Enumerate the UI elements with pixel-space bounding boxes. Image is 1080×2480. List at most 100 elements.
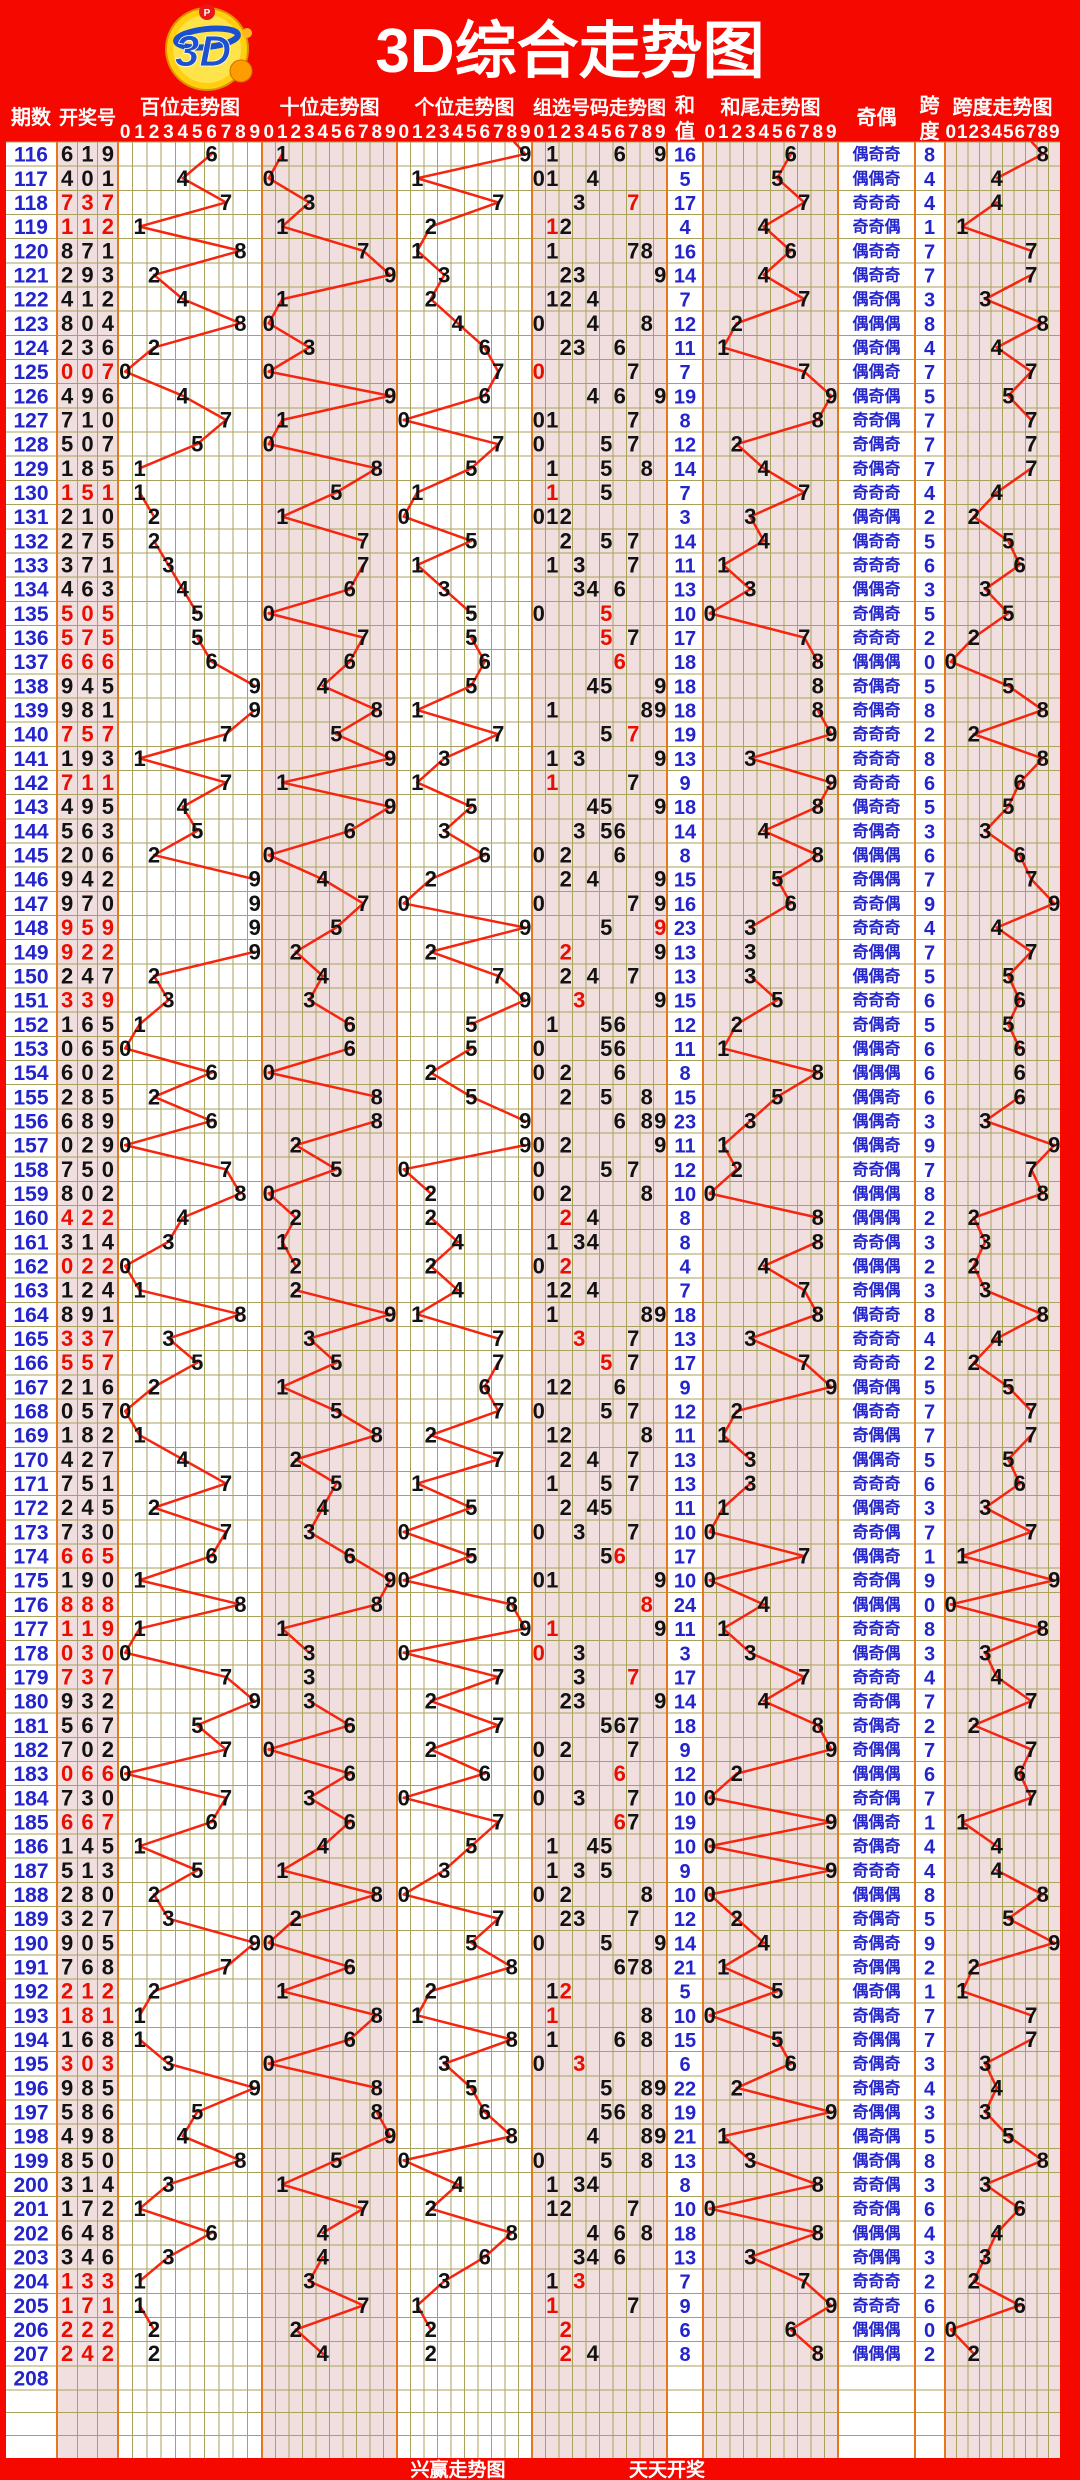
span-value: 2 bbox=[924, 1716, 935, 1738]
trend-line bbox=[308, 1772, 351, 1800]
group-select-digit: 3 bbox=[573, 1326, 585, 1351]
trend-line bbox=[224, 1168, 242, 1195]
span-trend-digit: 3 bbox=[979, 2100, 991, 2125]
group-select-digit: 1 bbox=[546, 1012, 558, 1037]
span-trend-digit: 2 bbox=[968, 1253, 980, 1278]
group-select-digit: 2 bbox=[560, 2196, 572, 2221]
winning-digit: 8 bbox=[102, 2027, 114, 2052]
header-scale-digit: 9 bbox=[250, 122, 261, 143]
span-trend-digit: 3 bbox=[979, 818, 991, 843]
winning-digit: 1 bbox=[61, 746, 73, 771]
trend-line bbox=[281, 2159, 338, 2186]
span-trend-digit: 9 bbox=[1048, 891, 1060, 916]
sum-tail-trend-digit: 8 bbox=[812, 1205, 824, 1230]
winning-digit: 5 bbox=[102, 625, 114, 650]
span-trend-digit: 7 bbox=[1025, 432, 1037, 457]
sum-tail-trend-digit: 8 bbox=[812, 2220, 824, 2245]
header-scale-digit: 2 bbox=[425, 122, 436, 143]
trend-line bbox=[984, 297, 1044, 325]
period-label: 124 bbox=[13, 337, 48, 360]
trend-line bbox=[123, 346, 156, 373]
group-select-digit: 4 bbox=[587, 166, 600, 191]
winning-digit: 0 bbox=[61, 1761, 73, 1786]
winning-digit: 9 bbox=[61, 939, 73, 964]
group-select-digit: 2 bbox=[560, 1374, 572, 1399]
group-select-digit: 7 bbox=[627, 1713, 639, 1738]
trend-line bbox=[470, 636, 486, 663]
winning-digit: 9 bbox=[61, 1689, 73, 1714]
span-trend-digit: 7 bbox=[1025, 1519, 1037, 1544]
trend-line bbox=[335, 467, 378, 494]
odd-even-value: 奇奇奇 bbox=[852, 725, 900, 744]
odd-even-value: 奇奇偶 bbox=[852, 894, 900, 913]
trend-line bbox=[123, 1023, 141, 1050]
trend-line bbox=[762, 249, 792, 277]
period-label: 140 bbox=[13, 724, 48, 747]
odd-even-value: 奇偶偶 bbox=[852, 1281, 900, 1300]
winning-digit: 2 bbox=[61, 963, 73, 988]
span-value: 8 bbox=[924, 1305, 935, 1327]
winning-digit: 6 bbox=[81, 649, 93, 674]
span-trend-digit: 4 bbox=[991, 166, 1004, 191]
trend-line-stub bbox=[1030, 140, 1044, 156]
trend-line bbox=[749, 1337, 806, 1364]
group-select-digit: 4 bbox=[587, 673, 600, 698]
span-value: 2 bbox=[924, 1353, 935, 1375]
winning-digit: 6 bbox=[81, 1761, 93, 1786]
hundreds-trend-digit: 8 bbox=[234, 311, 246, 336]
winning-digit: 1 bbox=[61, 456, 73, 481]
units-trend-digit: 4 bbox=[452, 1229, 465, 1254]
trend-line bbox=[776, 177, 806, 204]
span-value: 8 bbox=[924, 145, 935, 167]
group-select-digit: 8 bbox=[641, 2075, 653, 2100]
period-label: 116 bbox=[14, 144, 48, 167]
trend-line bbox=[1007, 1458, 1021, 1485]
period-label: 130 bbox=[13, 482, 48, 505]
hundreds-trend-digit: 7 bbox=[220, 770, 232, 795]
group-select-digit: 7 bbox=[627, 1350, 639, 1375]
group-select-digit: 8 bbox=[641, 1882, 653, 1907]
span-value: 6 bbox=[924, 991, 935, 1013]
period-label: 132 bbox=[13, 530, 48, 553]
winning-digit: 7 bbox=[61, 407, 73, 432]
trend-line bbox=[708, 1844, 833, 1872]
winning-digit: 2 bbox=[61, 504, 73, 529]
sum-value: 13 bbox=[674, 2248, 696, 2270]
header-scale-digit: 5 bbox=[331, 122, 342, 143]
trend-line bbox=[1018, 757, 1044, 784]
winning-digit: 1 bbox=[102, 238, 114, 263]
span-value: 0 bbox=[924, 1595, 935, 1617]
winning-digit: 7 bbox=[102, 1906, 114, 1931]
span-value: 6 bbox=[924, 2199, 935, 2221]
trend-line bbox=[267, 370, 392, 398]
trend-line bbox=[138, 1433, 185, 1461]
sum-tail-trend-digit: 3 bbox=[744, 939, 756, 964]
group-select-digit: 1 bbox=[546, 770, 558, 795]
trend-line bbox=[138, 225, 242, 253]
hundreds-trend-digit: 0 bbox=[119, 1036, 131, 1061]
hundreds-trend-digit: 0 bbox=[119, 1640, 131, 1665]
winning-digit: 5 bbox=[61, 601, 73, 626]
group-select-digit: 6 bbox=[614, 2245, 626, 2270]
trend-line bbox=[267, 1724, 351, 1751]
hundreds-trend-digit: 3 bbox=[162, 1229, 174, 1254]
winning-digit: 0 bbox=[61, 1399, 73, 1424]
winning-digit: 8 bbox=[102, 2220, 114, 2245]
period-label: 131 bbox=[13, 506, 48, 529]
sum-value: 18 bbox=[674, 1716, 696, 1738]
footer-slogan: 天天开奖 bbox=[629, 2458, 706, 2480]
trend-line bbox=[224, 1941, 257, 1969]
period-label: 120 bbox=[13, 240, 48, 263]
tens-trend-digit: 9 bbox=[384, 2124, 396, 2149]
sum-tail-trend-digit: 2 bbox=[731, 1761, 743, 1786]
winning-digit: 1 bbox=[102, 480, 114, 505]
sum-tail-trend-digit: 2 bbox=[731, 2075, 743, 2100]
trend-line bbox=[429, 201, 500, 228]
group-select-digit: 5 bbox=[600, 1471, 612, 1496]
group-select-digit: 1 bbox=[546, 553, 558, 578]
winning-digit: 6 bbox=[61, 2220, 73, 2245]
tens-trend-digit: 9 bbox=[384, 1568, 396, 1593]
winning-digit: 6 bbox=[61, 1544, 73, 1569]
trend-line bbox=[1007, 539, 1021, 567]
